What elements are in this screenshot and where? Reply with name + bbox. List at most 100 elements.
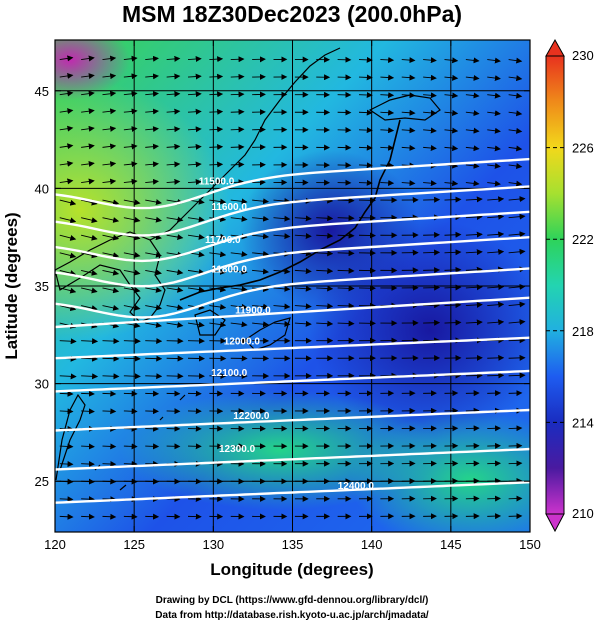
wind-arrow [166,216,184,223]
x-tick-label: 130 [202,537,224,552]
contour-label: 12200.0 [233,411,270,422]
wind-arrow [294,268,312,275]
wind-arrow [508,127,523,134]
wind-arrow [102,338,120,345]
wind-arrow [294,285,312,292]
wind-arrow [166,321,184,328]
wind-arrow [273,285,291,292]
wind-arrow [316,250,334,257]
wind-arrow [59,338,77,345]
wind-arrow [102,55,117,62]
wind-arrow [145,178,159,185]
wind-arrow [380,144,395,151]
wind-arrow [59,90,74,97]
wind-arrow [465,266,483,273]
wind-arrow [337,232,355,239]
wind-arrow [145,304,162,311]
wind-arrow [487,301,505,308]
wind-arrow [487,354,505,361]
x-tick-label: 125 [123,537,145,552]
wind-arrow [209,161,224,168]
wind-arrow [423,74,437,81]
wind-arrow [166,91,181,98]
wind-arrow [145,161,159,168]
wind-arrow [444,145,459,152]
contour-line [55,336,530,360]
wind-arrow [465,301,483,308]
wind-arrow [166,286,184,293]
wind-arrow [123,199,141,206]
contour-label: 11700.0 [205,235,241,246]
wind-arrow [187,216,205,223]
wind-arrow [380,109,395,116]
wind-arrow [380,162,395,169]
wind-arrow [81,73,95,80]
wind-arrow [59,443,74,450]
contour-line [55,157,530,210]
wind-arrow [252,268,270,275]
wind-arrow [316,215,334,222]
wind-arrow [145,269,162,276]
wind-arrow [81,125,95,132]
wind-arrow [123,216,141,223]
wind-arrow [102,390,117,397]
wind-arrow [209,233,227,240]
wind-arrow [444,319,462,326]
wind-arrow [123,161,138,168]
wind-arrow [423,127,437,134]
x-axis-label: Longitude (degrees) [210,560,373,579]
wind-arrow [358,109,373,116]
wind-arrow [423,57,437,64]
wind-arrow [423,180,437,187]
wind-arrow [230,198,248,205]
x-tick-label: 145 [440,537,462,552]
wind-arrow [81,513,95,520]
wind-arrow [81,287,98,294]
wind-arrow [508,163,523,169]
wind-arrow [209,179,224,186]
wind-arrow [81,217,98,224]
wind-arrow [508,319,526,326]
wind-arrow [487,231,505,238]
wind-arrow [252,198,270,205]
wind-arrow [465,284,483,291]
wind-arrow [59,252,77,259]
y-axis-label: Latitude (degrees) [2,212,21,359]
wind-arrow [273,198,291,205]
y-tick-label: 35 [35,279,49,294]
wind-arrow [102,460,117,467]
wind-arrow [187,179,202,186]
wind-arrow [358,127,373,134]
wind-arrow [187,161,202,168]
wind-arrow [59,108,74,115]
wind-arrow [102,304,120,311]
wind-arrow [145,143,159,150]
wind-arrow [487,319,505,326]
wind-arrow [487,145,501,152]
wind-arrow [444,231,462,238]
wind-arrow [209,108,224,115]
wind-arrow [316,303,334,310]
wind-arrow [380,56,395,63]
wind-arrow [252,233,270,240]
credit-line-2: Data from http://database.rish.kyoto-u.a… [155,610,429,621]
wind-arrow [465,162,480,169]
wind-arrow [166,304,184,311]
wind-arrow [166,73,181,80]
x-axis: 120 125 130 135 140 145 150 [44,40,541,552]
wind-arrow [465,180,480,187]
wind-arrow [209,143,224,150]
wind-arrow [465,231,483,238]
wind-arrow [273,321,291,328]
wind-arrow [187,56,202,63]
wind-arrow [252,303,270,310]
wind-arrow [166,55,181,62]
wind-arrow [273,233,291,240]
wind-arrow [444,196,462,203]
wind-arrow [423,145,437,152]
wind-arrow [230,215,248,222]
wind-arrow [102,217,120,223]
wind-arrow [273,303,291,310]
wind-arrow [102,143,117,150]
wind-arrow [187,91,202,98]
